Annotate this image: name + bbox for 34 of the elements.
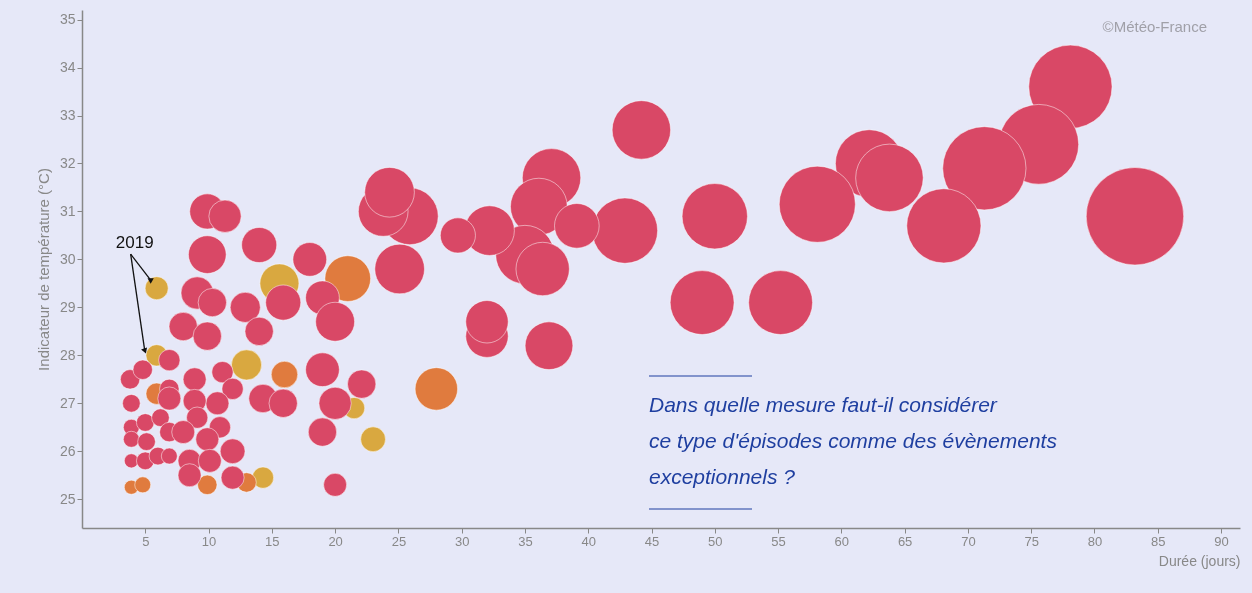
y-tick-label: 34 — [59, 59, 76, 76]
x-tick-label: 85 — [1151, 533, 1166, 549]
x-tick-label: 65 — [897, 533, 913, 549]
x-tick-label: 5 — [142, 533, 150, 549]
x-tick-label: 40 — [581, 533, 596, 549]
y-tick-label: 25 — [59, 490, 76, 507]
y-tick-label: 26 — [59, 442, 76, 459]
x-tick-label: 55 — [771, 533, 786, 549]
y-tick-label: 35 — [59, 11, 76, 28]
x-tick-label: 15 — [265, 533, 280, 549]
x-tick-label: 25 — [391, 533, 407, 549]
y-tick-label: 31 — [59, 202, 76, 219]
x-tick-label: 70 — [961, 533, 976, 549]
annotation: 2019 — [115, 233, 154, 253]
x-tick-label: 10 — [201, 533, 217, 549]
y-tick-label: 28 — [59, 346, 76, 363]
x-tick-label: 45 — [644, 533, 660, 549]
annotation: ©Météo-France — [1102, 18, 1207, 35]
y-tick-label: 33 — [59, 107, 76, 124]
x-axis-title: Durée (jours) — [1158, 552, 1241, 569]
annotation: Dans quelle mesure faut-il considérer ce type d'épisodes comme des évènements exceptionnels ? — [649, 393, 1058, 488]
x-tick-label: 80 — [1087, 533, 1103, 549]
y-tick-label: 27 — [59, 394, 76, 411]
y-axis-title: Indicateur de température (°C) — [34, 168, 52, 371]
x-tick-label: 50 — [708, 533, 723, 549]
x-tick-label: 20 — [328, 533, 343, 549]
x-tick-label: 35 — [518, 533, 533, 549]
y-tick-label: 30 — [59, 250, 76, 267]
x-tick-label: 75 — [1024, 533, 1039, 549]
x-tick-label: 30 — [454, 533, 470, 549]
x-tick-label: 60 — [834, 533, 850, 549]
y-tick-label: 32 — [59, 154, 76, 171]
y-tick-label: 29 — [59, 298, 76, 315]
x-tick-label: 90 — [1214, 533, 1229, 549]
